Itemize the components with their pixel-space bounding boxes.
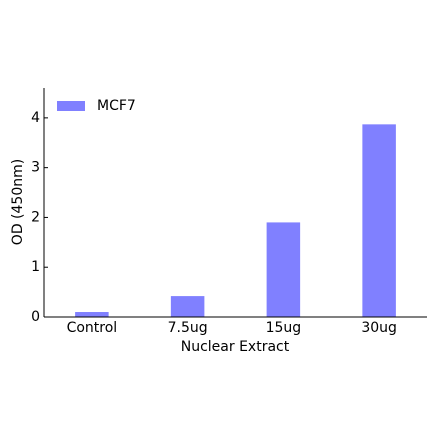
bar (362, 124, 396, 317)
y-tick-label: 3 (31, 160, 40, 176)
x-tick-label: 15ug (266, 320, 302, 336)
legend-swatch (57, 101, 85, 111)
x-axis-label: Nuclear Extract (181, 339, 290, 355)
x-tick-label: Control (67, 320, 118, 336)
bar (266, 222, 301, 317)
x-tick-label: 30ug (361, 320, 397, 336)
y-tick-label: 1 (31, 259, 40, 275)
bar (75, 312, 109, 317)
y-tick-label: 0 (31, 309, 40, 325)
y-tick-label: 4 (31, 110, 40, 126)
y-tick-label: 2 (31, 209, 40, 225)
y-axis-label: OD (450nm) (10, 159, 26, 245)
legend-label: MCF7 (97, 98, 136, 114)
x-tick-label: 7.5ug (168, 320, 208, 336)
bar (170, 296, 205, 317)
